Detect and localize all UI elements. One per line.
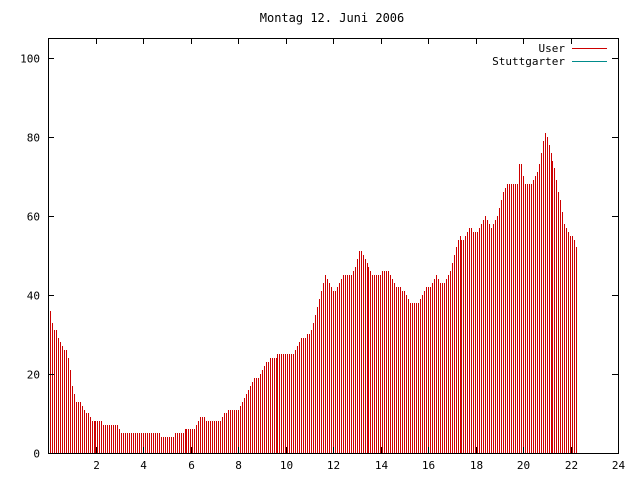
x-tick-label: 24 [612, 459, 626, 472]
chart-title: Montag 12. Juni 2006 [260, 11, 405, 25]
x-tick-label: 12 [327, 459, 340, 472]
x-tick-label: 2 [93, 459, 100, 472]
y-tick-label: 0 [33, 448, 40, 461]
user-series [50, 133, 577, 453]
x-tick-label: 18 [470, 459, 483, 472]
x-tick-label: 10 [280, 459, 293, 472]
y-tick-label: 20 [27, 369, 40, 382]
y-tick-label: 60 [27, 211, 40, 224]
x-tick-label: 8 [235, 459, 242, 472]
y-tick-label: 100 [20, 53, 40, 66]
legend-label-stuttgarter: Stuttgarter [492, 55, 565, 68]
y-axis: 0 20 40 60 80 100 [20, 53, 618, 461]
x-tick-label: 6 [188, 459, 195, 472]
x-tick-label: 16 [422, 459, 435, 472]
x-tick-label: 4 [140, 459, 147, 472]
y-tick-label: 40 [27, 290, 40, 303]
legend: User Stuttgarter [492, 42, 607, 68]
x-tick-label: 14 [375, 459, 389, 472]
legend-label-user: User [539, 42, 566, 55]
x-tick-label: 20 [517, 459, 530, 472]
y-tick-label: 80 [27, 132, 40, 145]
x-axis: 2 4 6 8 10 12 14 16 18 20 22 24 [93, 38, 625, 472]
x-tick-label: 22 [565, 459, 578, 472]
